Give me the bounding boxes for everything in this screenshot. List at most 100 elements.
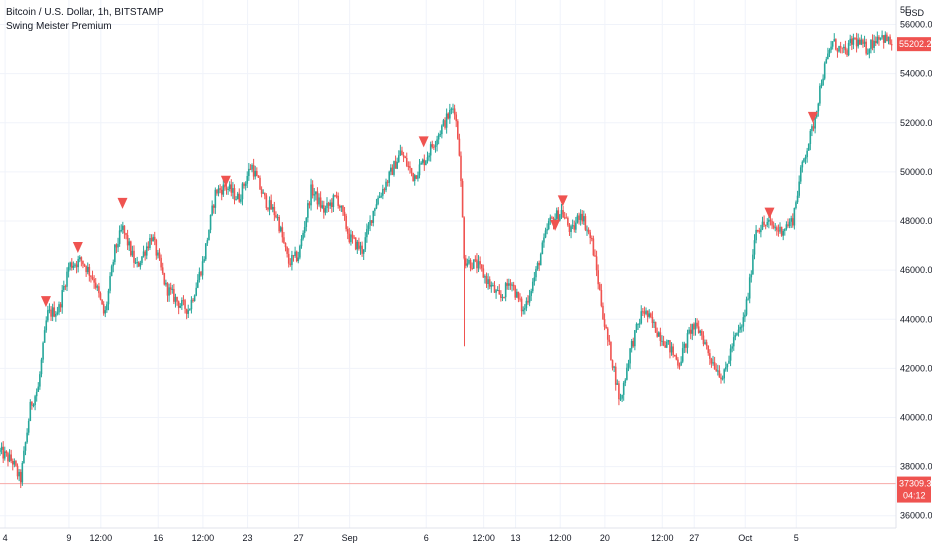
- candle-body: [437, 134, 440, 140]
- candle-body: [862, 39, 864, 44]
- candle-body: [790, 218, 792, 222]
- candle-body: [664, 345, 666, 348]
- candle-body: [508, 283, 510, 286]
- candle-body: [324, 208, 327, 213]
- candle-body: [592, 238, 595, 256]
- candle-body: [602, 305, 604, 320]
- time-tick-label: 16: [153, 533, 163, 543]
- candle-body: [190, 299, 193, 310]
- candle-body: [613, 366, 615, 368]
- candle-body: [839, 45, 842, 48]
- candle-body: [321, 205, 324, 208]
- candle-body: [7, 453, 9, 462]
- candle-body: [814, 117, 816, 129]
- candle-body: [273, 206, 276, 216]
- candle-body: [493, 285, 496, 293]
- candle-body: [697, 326, 700, 333]
- candle-body: [176, 296, 178, 302]
- candle-body: [879, 37, 882, 40]
- candle-body: [530, 291, 532, 296]
- candle-body: [729, 348, 732, 361]
- candle-body: [646, 310, 649, 317]
- candle-body: [630, 340, 633, 349]
- candle-body: [421, 159, 424, 163]
- candle-body: [297, 257, 300, 262]
- candle-body: [764, 224, 767, 226]
- candle-body: [90, 275, 92, 277]
- candle-body: [709, 353, 711, 359]
- sell-signal-marker: [117, 197, 128, 209]
- candle-body: [634, 330, 636, 347]
- candle-body: [463, 217, 465, 259]
- candle-body: [53, 307, 56, 317]
- last-price-badge: [897, 37, 931, 52]
- candle-body: [653, 321, 655, 324]
- candle-body: [509, 283, 512, 286]
- candle-body: [284, 242, 287, 248]
- candle-body: [122, 225, 124, 230]
- candle-body: [715, 369, 718, 371]
- candle-body: [689, 329, 692, 334]
- candle-body: [776, 227, 778, 231]
- candle-body: [485, 276, 488, 284]
- price-axis[interactable]: 36000.00 38000.00 40000.00 42000.00 44000.00…: [900, 5, 932, 521]
- candle-body: [594, 255, 596, 257]
- candle-body: [441, 125, 443, 135]
- currency-label[interactable]: USD: [904, 8, 924, 18]
- candle-body: [212, 205, 215, 208]
- candle-body: [544, 230, 547, 238]
- candle-body: [267, 207, 269, 210]
- candle-body: [3, 451, 6, 459]
- candle-body: [560, 210, 563, 215]
- candle-body: [5, 451, 8, 454]
- candle-body: [543, 237, 545, 243]
- candle-body: [396, 161, 398, 169]
- candle-body: [661, 340, 663, 342]
- candle-body: [252, 164, 255, 177]
- candle-body: [130, 241, 132, 256]
- candle-body: [598, 284, 601, 290]
- candle-body: [587, 229, 590, 233]
- indicator-name[interactable]: Swing Meister Premium: [6, 21, 112, 32]
- candle-body: [354, 237, 357, 250]
- symbol-title[interactable]: Bitcoin / U.S. Dollar, 1h, BITSTAMP: [6, 7, 164, 18]
- candle-body: [55, 313, 57, 317]
- price-tick-label: 54000.00: [900, 69, 932, 79]
- candle-body: [760, 229, 762, 233]
- candle-body: [605, 326, 607, 329]
- candle-body: [51, 307, 54, 317]
- candle-body: [110, 266, 113, 277]
- candle-body: [525, 300, 528, 309]
- candle-body: [362, 249, 365, 254]
- candle-body: [98, 286, 100, 294]
- candle-body: [248, 168, 250, 177]
- candle-body: [874, 40, 877, 44]
- sell-signal-marker: [72, 242, 83, 254]
- candle-body: [192, 299, 194, 302]
- candle-body: [865, 41, 867, 54]
- candle-body: [35, 391, 38, 397]
- candle-body: [0, 449, 1, 452]
- candle-body: [480, 264, 483, 269]
- time-axis[interactable]: 4 9 12:00 16 12:00 23 27 Sep 6 12:00 13 12:00 20 12:0…: [3, 533, 799, 543]
- candle-body: [747, 298, 749, 300]
- candle-body: [149, 237, 151, 248]
- candle-body: [742, 317, 745, 327]
- candle-body: [549, 217, 552, 221]
- candle-body: [812, 126, 815, 129]
- sell-signal-marker: [40, 296, 51, 308]
- candle-body: [70, 262, 73, 268]
- candle-body: [31, 401, 33, 406]
- candle-body: [563, 217, 566, 219]
- time-tick-label: 12:00: [192, 533, 215, 543]
- candle-body: [88, 266, 91, 276]
- candle-body: [364, 237, 367, 250]
- candle-body: [206, 240, 209, 244]
- candle-body: [748, 277, 751, 299]
- candle-body: [686, 333, 689, 348]
- candle-body: [887, 36, 890, 42]
- candle-body: [244, 183, 247, 186]
- candle-body: [134, 262, 137, 264]
- candle-body: [870, 39, 872, 50]
